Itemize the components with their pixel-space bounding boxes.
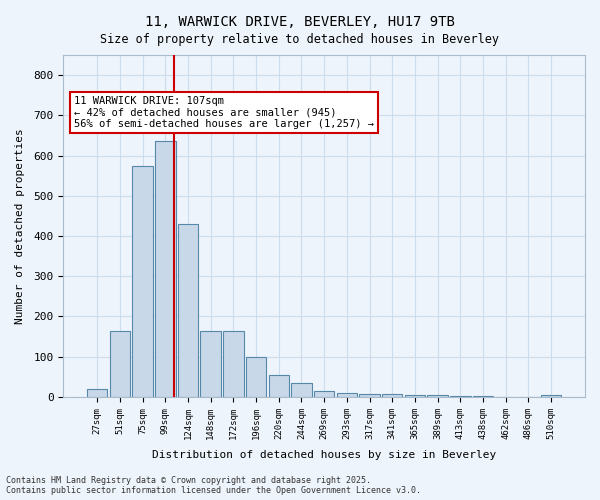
Text: 11 WARWICK DRIVE: 107sqm
← 42% of detached houses are smaller (945)
56% of semi-: 11 WARWICK DRIVE: 107sqm ← 42% of detach… [74, 96, 374, 129]
Bar [246, 356, 266, 397]
Bar [178, 224, 198, 397]
Bar [269, 375, 289, 397]
Bar [337, 393, 357, 397]
Bar [133, 166, 153, 397]
Y-axis label: Number of detached properties: Number of detached properties [15, 128, 25, 324]
Bar [473, 396, 493, 397]
Bar [427, 396, 448, 397]
Bar [87, 389, 107, 397]
Bar [155, 142, 176, 397]
Bar [223, 330, 244, 397]
Bar [382, 394, 403, 397]
Bar [541, 395, 561, 397]
Text: Contains HM Land Registry data © Crown copyright and database right 2025.
Contai: Contains HM Land Registry data © Crown c… [6, 476, 421, 495]
Bar [405, 395, 425, 397]
Bar [200, 330, 221, 397]
Bar [359, 394, 380, 397]
Bar [110, 330, 130, 397]
Bar [314, 391, 334, 397]
Bar [450, 396, 470, 397]
X-axis label: Distribution of detached houses by size in Beverley: Distribution of detached houses by size … [152, 450, 496, 460]
Bar [291, 383, 311, 397]
Text: Size of property relative to detached houses in Beverley: Size of property relative to detached ho… [101, 32, 499, 46]
Text: 11, WARWICK DRIVE, BEVERLEY, HU17 9TB: 11, WARWICK DRIVE, BEVERLEY, HU17 9TB [145, 15, 455, 29]
